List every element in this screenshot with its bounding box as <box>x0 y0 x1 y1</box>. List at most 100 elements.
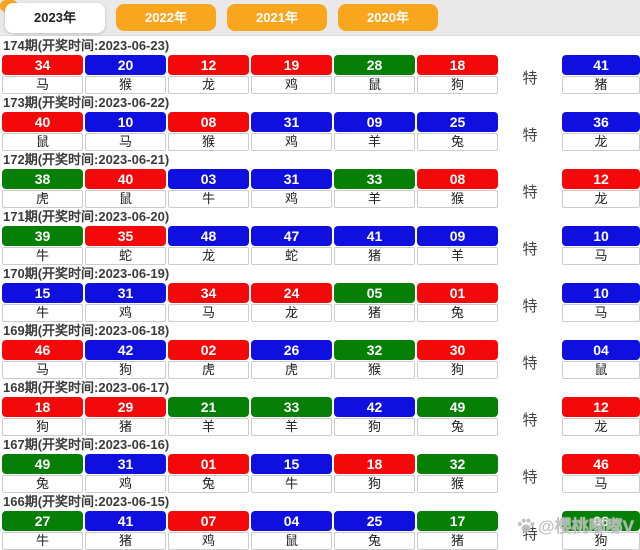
number-cell: 12 龙 <box>168 55 249 94</box>
number-zodiac: 猪 <box>334 304 415 322</box>
number-ball: 03 <box>168 169 249 189</box>
number-zodiac: 羊 <box>334 190 415 208</box>
number-cell: 49 兔 <box>417 397 498 436</box>
number-cell: 39 牛 <box>2 226 83 265</box>
special-number-zodiac: 狗 <box>562 532 640 550</box>
tab-year-2023[interactable]: 2023年 <box>5 2 105 33</box>
special-marker-label: 特 <box>522 412 538 429</box>
number-ball: 31 <box>251 169 332 189</box>
number-cell: 31 鸡 <box>85 454 166 493</box>
number-zodiac: 牛 <box>168 190 249 208</box>
number-zodiac: 鸡 <box>251 133 332 151</box>
number-ball: 28 <box>334 55 415 75</box>
number-zodiac: 狗 <box>417 361 498 379</box>
number-ball: 12 <box>168 55 249 75</box>
special-marker-label: 特 <box>522 526 538 543</box>
draw-result-list: 174期(开奖时间:2023-06-23) 34 马 20 猴 12 龙 19 鸡 28 鼠 18 狗特… <box>0 36 640 550</box>
draw-numbers-row: 46 马 42 狗 02 虎 26 虎 32 猴 30 狗特 04 鼠 <box>0 340 640 379</box>
draw-period-title: 174期(开奖时间:2023-06-23) <box>3 38 170 53</box>
number-cell: 01 兔 <box>417 283 498 322</box>
draw-period-title: 168期(开奖时间:2023-06-17) <box>3 380 170 395</box>
draw-block: 166期(开奖时间:2023-06-15) 27 牛 41 猪 07 鸡 04 鼠 25 兔 17 猪特… <box>0 492 640 550</box>
number-cell: 17 猪 <box>417 511 498 550</box>
tab-year-2020[interactable]: 2020年 <box>338 4 438 31</box>
number-cell: 18 狗 <box>2 397 83 436</box>
special-number-ball: 46 <box>562 454 640 474</box>
number-zodiac: 蛇 <box>251 247 332 265</box>
number-zodiac: 牛 <box>2 247 83 265</box>
number-zodiac: 牛 <box>251 475 332 493</box>
special-number-zodiac: 马 <box>562 304 640 322</box>
tab-year-2021[interactable]: 2021年 <box>227 4 327 31</box>
draw-block: 171期(开奖时间:2023-06-20) 39 牛 35 蛇 48 龙 47 蛇 41 猪 09 羊特… <box>0 207 640 265</box>
number-ball: 02 <box>168 340 249 360</box>
number-cell: 31 鸡 <box>85 283 166 322</box>
number-zodiac: 兔 <box>417 133 498 151</box>
number-zodiac: 龙 <box>251 304 332 322</box>
number-cell: 42 狗 <box>334 397 415 436</box>
number-cell: 47 蛇 <box>251 226 332 265</box>
special-number-ball: 36 <box>562 112 640 132</box>
number-cell: 27 牛 <box>2 511 83 550</box>
number-cell: 08 猴 <box>168 112 249 151</box>
number-zodiac: 猴 <box>85 76 166 94</box>
number-ball: 49 <box>2 454 83 474</box>
draw-block: 173期(开奖时间:2023-06-22) 40 鼠 10 马 08 猴 31 鸡 09 羊 25 兔 特… <box>0 93 640 151</box>
number-ball: 15 <box>2 283 83 303</box>
number-zodiac: 兔 <box>334 532 415 550</box>
draw-block: 170期(开奖时间:2023-06-19) 15 牛 31 鸡 34 马 24 龙 05 猪 01 兔特… <box>0 264 640 322</box>
number-cell: 10 马 <box>85 112 166 151</box>
number-cell: 28 鼠 <box>334 55 415 94</box>
number-cell: 08 猴 <box>417 169 498 208</box>
number-cell: 21 羊 <box>168 397 249 436</box>
number-zodiac: 兔 <box>2 475 83 493</box>
number-zodiac: 兔 <box>417 304 498 322</box>
number-cell: 34 马 <box>168 283 249 322</box>
special-number-ball: 06 <box>562 511 640 531</box>
number-cell: 42 狗 <box>85 340 166 379</box>
number-cell: 09 羊 <box>334 112 415 151</box>
number-cell: 48 龙 <box>168 226 249 265</box>
number-cell: 07 鸡 <box>168 511 249 550</box>
number-ball: 31 <box>85 283 166 303</box>
number-zodiac: 猪 <box>85 532 166 550</box>
number-zodiac: 龙 <box>168 76 249 94</box>
number-ball: 49 <box>417 397 498 417</box>
number-zodiac: 马 <box>2 361 83 379</box>
number-ball: 05 <box>334 283 415 303</box>
number-cell: 31 鸡 <box>251 112 332 151</box>
number-ball: 47 <box>251 226 332 246</box>
number-zodiac: 兔 <box>417 418 498 436</box>
number-cell: 33 羊 <box>334 169 415 208</box>
tab-year-2022[interactable]: 2022年 <box>116 4 216 31</box>
number-zodiac: 虎 <box>2 190 83 208</box>
draw-numbers-row: 34 马 20 猴 12 龙 19 鸡 28 鼠 18 狗 特 41 猪 <box>0 55 640 94</box>
special-number-cell: 12 龙 <box>562 397 640 436</box>
draw-period-title: 171期(开奖时间:2023-06-20) <box>3 209 170 224</box>
number-zodiac: 马 <box>2 76 83 94</box>
number-zodiac: 猪 <box>417 532 498 550</box>
draw-block: 169期(开奖时间:2023-06-18) 46 马 42 狗 02 虎 26 虎 32 猴 30 狗特… <box>0 321 640 379</box>
number-ball: 18 <box>334 454 415 474</box>
number-ball: 38 <box>2 169 83 189</box>
number-zodiac: 狗 <box>85 361 166 379</box>
number-ball: 09 <box>417 226 498 246</box>
number-cell: 15 牛 <box>251 454 332 493</box>
special-marker-label: 特 <box>522 184 538 201</box>
number-cell: 18 狗 <box>417 55 498 94</box>
number-ball: 41 <box>85 511 166 531</box>
number-zodiac: 马 <box>85 133 166 151</box>
number-ball: 29 <box>85 397 166 417</box>
number-ball: 41 <box>334 226 415 246</box>
special-number-ball: 12 <box>562 397 640 417</box>
number-cell: 49 兔 <box>2 454 83 493</box>
special-number-zodiac: 马 <box>562 247 640 265</box>
number-zodiac: 牛 <box>2 304 83 322</box>
number-cell: 25 兔 <box>334 511 415 550</box>
number-ball: 21 <box>168 397 249 417</box>
draw-numbers-row: 27 牛 41 猪 07 鸡 04 鼠 25 兔 17 猪特 06 狗 <box>0 511 640 550</box>
number-ball: 33 <box>251 397 332 417</box>
number-ball: 25 <box>417 112 498 132</box>
draw-numbers-row: 39 牛 35 蛇 48 龙 47 蛇 41 猪 09 羊特 10 马 <box>0 226 640 265</box>
